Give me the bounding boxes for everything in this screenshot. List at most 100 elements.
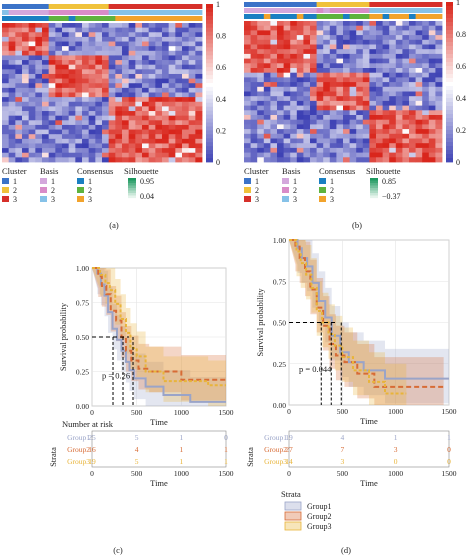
risk-count: 1: [394, 433, 398, 442]
heatmap-cell: [303, 119, 311, 125]
heatmap-cell: [82, 106, 90, 112]
heatmap-cell: [428, 129, 436, 135]
heatmap-cell: [415, 44, 423, 50]
annotation-cell: [48, 16, 56, 21]
heatmap-cell: [162, 106, 170, 112]
heatmap-cell: [382, 44, 390, 50]
annotation-cell: [22, 10, 30, 15]
heatmap-cell: [428, 124, 436, 130]
heatmap-cell: [22, 69, 30, 75]
heatmap-cell: [250, 30, 258, 36]
heatmap-cell: [415, 119, 423, 125]
heatmap-cell: [343, 44, 350, 50]
heatmap-cell: [402, 25, 410, 31]
heatmap-cell: [68, 78, 76, 84]
heatmap-cell: [329, 152, 337, 158]
heatmap-panel-a: 00.20.40.60.81Cluster123Basis123Consensu…: [2, 0, 226, 204]
heatmap-cell: [277, 119, 284, 125]
heatmap-cell: [409, 133, 416, 139]
heatmap-cell: [35, 97, 43, 103]
heatmap-cell: [35, 50, 43, 56]
heatmap-cell: [290, 39, 298, 45]
heatmap-cell: [296, 35, 304, 41]
heatmap-cell: [122, 157, 130, 163]
heatmap-cell: [376, 157, 383, 163]
heatmap-cell: [250, 143, 258, 149]
heatmap-cell: [42, 60, 50, 66]
legend-swatch: [319, 196, 326, 202]
heatmap-cell: [422, 129, 430, 135]
heatmap-cell: [382, 138, 390, 144]
heatmap-cell: [168, 32, 176, 38]
heatmap-cell: [68, 111, 76, 117]
heatmap-cell: [182, 87, 190, 93]
heatmap-cell: [155, 27, 163, 33]
heatmap-cell: [303, 143, 311, 149]
annotation-cell: [188, 10, 196, 15]
annotation-cell: [257, 8, 265, 13]
heatmap-cell: [290, 138, 298, 144]
heatmap-cell: [323, 63, 331, 69]
annotation-cell: [115, 16, 123, 21]
heatmap-cell: [244, 35, 251, 41]
silhouette-step: [128, 190, 136, 194]
heatmap-cell: [329, 119, 337, 125]
heatmap-cell: [250, 82, 258, 88]
annotation-cell: [402, 2, 410, 7]
heatmap-cell: [290, 30, 298, 36]
heatmap-cell: [148, 78, 156, 84]
heatmap-cell: [155, 50, 163, 56]
legend-entry: 2: [330, 186, 334, 195]
heatmap-cell: [263, 147, 271, 153]
heatmap-cell: [162, 32, 170, 38]
heatmap-cell: [68, 50, 76, 56]
annotation-cell: [42, 16, 50, 21]
annotation-cell: [102, 16, 110, 21]
heatmap-cell: [435, 86, 443, 92]
heatmap-cell: [376, 124, 383, 130]
heatmap-cell: [188, 60, 196, 66]
heatmap-cell: [244, 119, 251, 125]
heatmap-cell: [283, 72, 291, 78]
risk-count: 19: [285, 433, 293, 442]
heatmap-cell: [82, 138, 90, 144]
heatmap-cell: [356, 39, 364, 45]
heatmap-cell: [428, 143, 436, 149]
heatmap-cell: [296, 124, 304, 130]
heatmap-cell: [435, 129, 443, 135]
heatmap-cell: [155, 83, 163, 89]
heatmap-cell: [155, 157, 163, 163]
heatmap-cell: [128, 92, 136, 98]
heatmap-cell: [362, 35, 370, 41]
heatmap-cell: [168, 115, 176, 121]
heatmap-cell: [382, 39, 390, 45]
heatmap-cell: [95, 120, 103, 126]
legend-entry: 1: [255, 177, 259, 186]
heatmap-cell: [382, 77, 390, 83]
heatmap-cell: [28, 101, 36, 107]
heatmap-cell: [142, 83, 150, 89]
colorbar-tick-label: 1: [216, 0, 220, 9]
colorbar-step: [206, 142, 213, 147]
heatmap-cell: [415, 147, 423, 153]
annotation-cell: [8, 4, 16, 9]
confidence-band: [92, 268, 226, 406]
heatmap-cell: [250, 100, 258, 106]
heatmap-cell: [376, 82, 383, 88]
heatmap-cell: [422, 82, 430, 88]
heatmap-cell: [188, 87, 196, 93]
heatmap-cell: [270, 157, 278, 163]
legend-entry: 1: [330, 177, 334, 186]
heatmap-cell: [168, 138, 176, 144]
heatmap-cell: [62, 27, 70, 33]
heatmap-cell: [175, 69, 183, 75]
heatmap-cell: [42, 41, 50, 47]
heatmap-cell: [55, 152, 63, 158]
heatmap-cell: [28, 23, 36, 29]
legend-swatch: [282, 178, 289, 184]
heatmap-cell: [128, 106, 136, 112]
heatmap-cell: [35, 92, 43, 98]
heatmap-cell: [182, 27, 190, 33]
annotation-cell: [115, 10, 123, 15]
heatmap-cell: [323, 25, 331, 31]
